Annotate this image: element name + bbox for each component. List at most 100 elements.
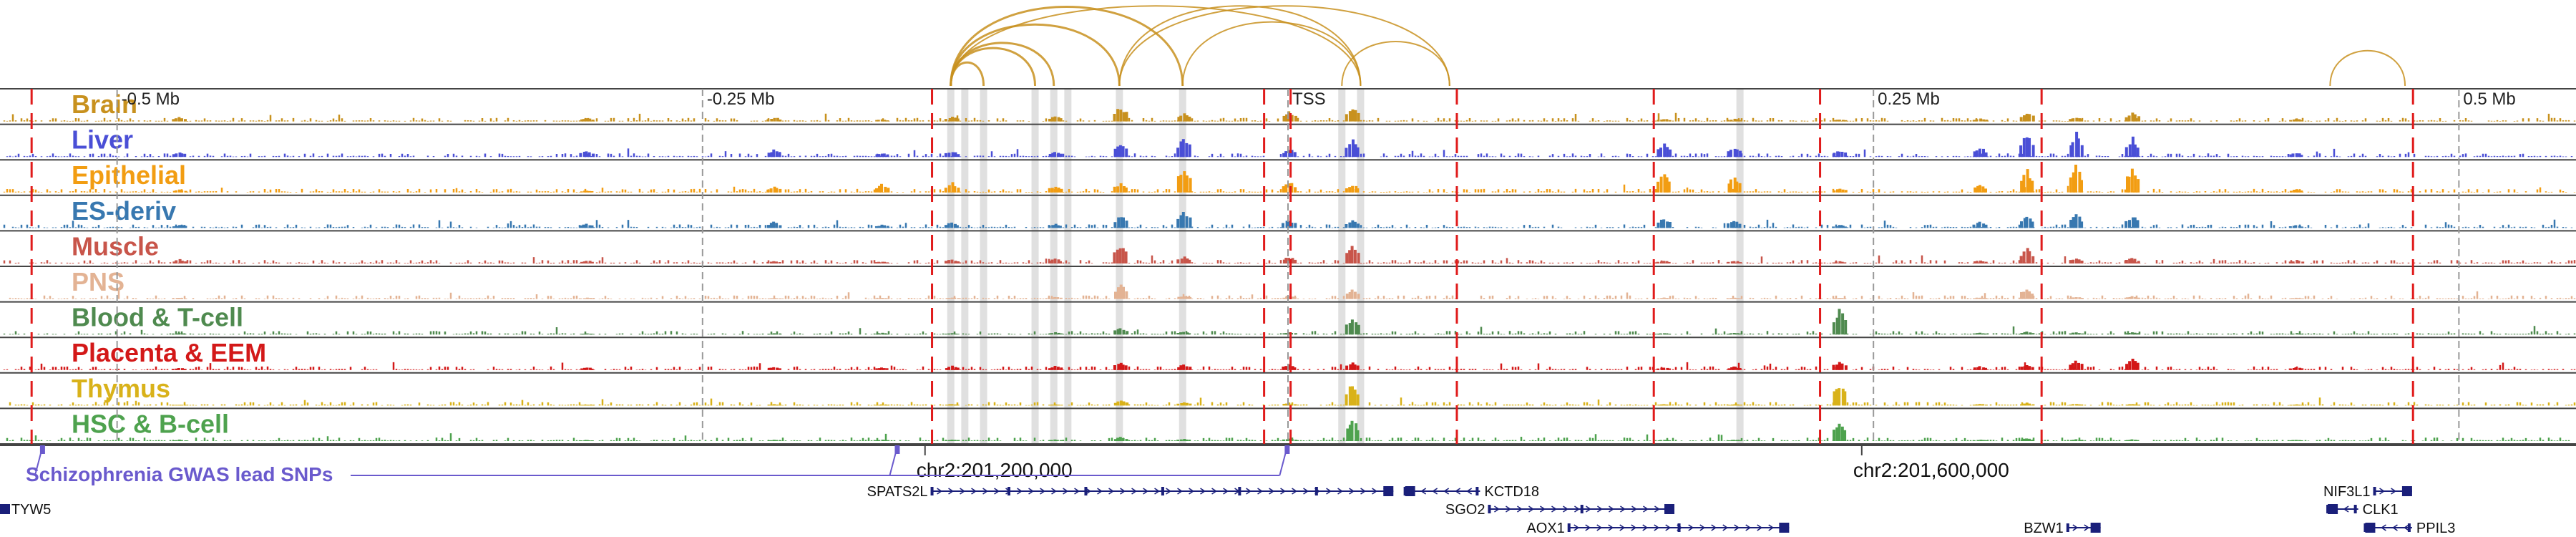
peak-bar <box>874 262 878 263</box>
peak-bar <box>954 152 957 158</box>
peak-bar <box>1838 388 1841 406</box>
peak-bar <box>582 152 586 158</box>
peak-bar <box>944 188 947 193</box>
peak-bar <box>779 188 782 193</box>
peak-bar <box>1060 367 1063 370</box>
peak-bar <box>1282 404 1286 406</box>
peak-bar <box>1119 284 1123 299</box>
peak-bar <box>1353 249 1357 263</box>
peak-bar <box>1057 153 1060 158</box>
peak-bar <box>1183 256 1186 263</box>
peak-bar <box>2074 360 2077 370</box>
peak-bar <box>1660 261 1663 263</box>
peak-bar <box>1189 367 1192 370</box>
gene-exon <box>2373 487 2376 495</box>
strand-chevron <box>994 488 1000 495</box>
peak-bar <box>944 119 947 122</box>
peak-bar <box>1736 367 1740 370</box>
peak-bar <box>1668 440 1672 441</box>
peak-bar <box>775 298 779 299</box>
gene-terminal-exon <box>2328 504 2338 514</box>
peak-bar <box>1982 148 1985 158</box>
strand-chevron <box>1326 488 1332 495</box>
peak-bar <box>1293 152 1297 158</box>
peak-bar <box>582 119 585 122</box>
peak-bar <box>957 298 960 299</box>
strand-chevron <box>1619 524 1626 531</box>
peak-bar <box>1284 151 1288 158</box>
peak-bar <box>1125 112 1128 122</box>
peak-bar <box>1294 404 1297 406</box>
peak-bar <box>1113 330 1117 335</box>
peak-bar <box>1838 309 1841 335</box>
gene-exon <box>1580 505 1584 513</box>
peak-bar <box>2031 145 2035 158</box>
peak-bar <box>1657 440 1661 441</box>
peak-bar <box>1979 118 1983 122</box>
peak-bar <box>1125 221 1128 228</box>
gene-label: KCTD18 <box>1484 484 1539 500</box>
peak-bar <box>1050 440 1053 441</box>
track-placenta-eem: Placenta & EEM <box>0 338 2576 374</box>
peak-bar <box>2298 298 2301 299</box>
peak-bar <box>2131 404 2135 406</box>
peak-bar <box>184 440 187 441</box>
strand-chevron <box>1154 488 1160 495</box>
peak-bar <box>1294 187 1297 193</box>
peak-bar <box>1186 332 1189 335</box>
peak-bar <box>877 226 881 228</box>
peak-bar <box>945 261 947 263</box>
peak-bar <box>1348 144 1352 158</box>
peak-bar <box>1294 223 1297 228</box>
peak-bar <box>1056 297 1060 299</box>
peak-bar <box>1353 291 1357 299</box>
peak-bar <box>778 152 781 158</box>
peak-bar <box>2022 251 2026 263</box>
gene-annotation-track: AIP1TYW5SPATS2LKCTD18SGO2AOX1BZW1NIF3L1C… <box>0 484 2455 536</box>
peak-bar <box>874 440 877 441</box>
peak-bar <box>767 153 771 158</box>
peak-bar <box>951 182 955 193</box>
chromatin-loop-arc <box>950 6 1184 87</box>
peak-bar <box>955 225 959 228</box>
peak-bar <box>172 440 175 441</box>
peak-bar <box>2028 291 2031 299</box>
peak-bar <box>957 154 960 158</box>
peak-bar <box>1116 329 1120 335</box>
peak-bar <box>585 118 588 122</box>
gene-bzw1: BZW1 <box>2024 521 2101 536</box>
peak-bar <box>1973 151 1976 158</box>
peak-bar <box>1838 151 1841 158</box>
peak-bar <box>2023 403 2026 406</box>
peak-bar <box>2130 296 2134 299</box>
peak-bar <box>2069 145 2073 158</box>
peak-bar <box>2298 153 2301 158</box>
strand-chevron <box>1246 488 1252 495</box>
peak-bar <box>1979 185 1981 193</box>
peak-bar <box>957 188 960 193</box>
peak-bar <box>1729 150 1732 158</box>
peak-bar <box>1123 186 1126 193</box>
peak-bar <box>883 261 887 263</box>
peak-bar <box>1657 149 1660 158</box>
peak-bar <box>1733 178 1737 193</box>
peak-bar <box>2071 363 2074 370</box>
peak-bar <box>2298 119 2301 122</box>
peak-bar <box>2074 332 2078 335</box>
peak-bar <box>585 261 588 263</box>
peak-bar <box>1976 333 1980 335</box>
peak-bar <box>1726 120 1729 122</box>
peak-bar <box>1667 298 1671 299</box>
peak-bar <box>583 367 586 370</box>
peak-bar <box>1294 259 1297 263</box>
peak-bar <box>1126 402 1129 406</box>
peak-bar <box>1351 109 1355 122</box>
strand-chevron <box>1722 524 1729 531</box>
peak-bar <box>2300 226 2303 228</box>
gene-label: CLK1 <box>2363 502 2399 518</box>
strand-chevron <box>1540 505 1546 513</box>
gene-clk1: CLK1 <box>2326 502 2399 518</box>
peak-bar <box>1662 367 1666 370</box>
peak-bar <box>1981 333 1985 335</box>
